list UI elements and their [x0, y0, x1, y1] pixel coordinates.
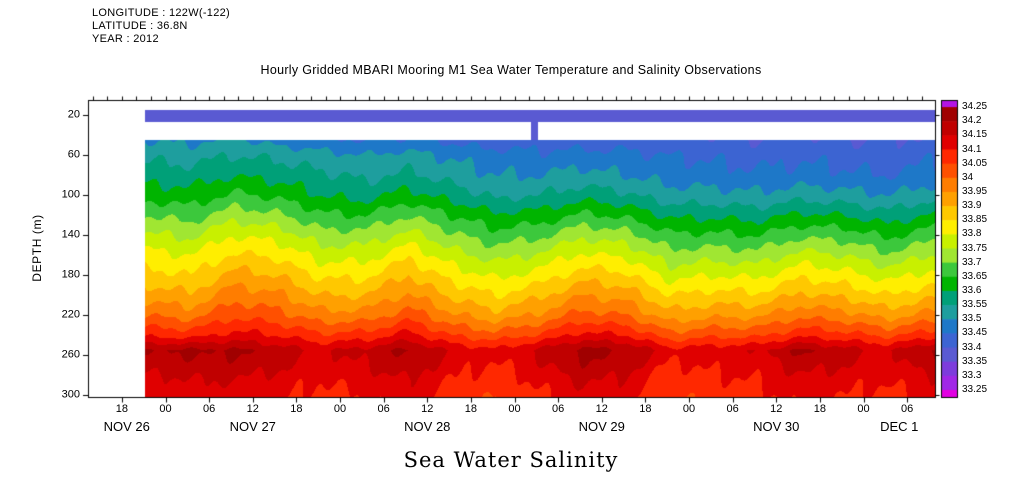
- x-hour-tick-label: 18: [813, 403, 826, 415]
- colorbar-tick-label: 33.75: [962, 242, 988, 254]
- x-hour-tick-label: 00: [333, 403, 347, 415]
- longitude-label: LONGITUDE : 122W(-122): [92, 7, 231, 19]
- salinity-axis-label: Sea Water Salinity: [403, 448, 619, 472]
- x-date-label: NOV 26: [103, 419, 150, 434]
- colorbar-tick-label: 34.1: [962, 143, 982, 155]
- x-hour-tick-label: 12: [421, 403, 434, 415]
- x-date-label: NOV 27: [229, 419, 276, 434]
- x-hour-tick-label: 00: [508, 403, 521, 415]
- colorbar-tick-label: 33.25: [962, 383, 988, 395]
- x-hour-tick-label: 12: [246, 403, 259, 415]
- x-hour-tick-label: 18: [639, 403, 652, 415]
- colorbar-tick-label: 33.5: [962, 313, 982, 325]
- x-hour-tick-label: 06: [901, 403, 914, 415]
- year-label: YEAR : 2012: [92, 33, 159, 45]
- colorbar-tick-label: 33.45: [962, 327, 988, 339]
- y-tick-label: 60: [67, 148, 80, 161]
- colorbar-tick-label: 33.9: [962, 200, 982, 212]
- x-hour-tick-label: 06: [203, 403, 216, 415]
- x-hour-tick-label: 00: [159, 403, 172, 415]
- latitude-label: LATITUDE : 36.8N: [92, 20, 188, 32]
- depth-axis-label: DEPTH (m): [30, 214, 44, 282]
- colorbar-tick-label: 33.35: [962, 355, 988, 367]
- colorbar-tick-label: 33.6: [962, 284, 982, 296]
- x-date-label: NOV 28: [404, 419, 451, 434]
- chart-title: Hourly Gridded MBARI Mooring M1 Sea Wate…: [260, 63, 762, 77]
- y-tick-label: 260: [61, 348, 80, 361]
- x-date-label: DEC 1: [880, 419, 919, 434]
- colorbar-tick-label: 33.4: [962, 341, 982, 353]
- colorbar-tick-label: 34.25: [962, 101, 988, 113]
- x-hour-tick-label: 06: [726, 403, 739, 415]
- y-tick-label: 180: [61, 268, 80, 281]
- y-tick-label: 300: [61, 388, 80, 401]
- colorbar-tick-label: 33.55: [962, 299, 988, 311]
- x-hour-tick-label: 12: [595, 403, 608, 415]
- x-date-label: NOV 30: [753, 419, 800, 434]
- x-date-label: NOV 29: [578, 419, 625, 434]
- x-hour-tick-label: 00: [682, 403, 696, 415]
- colorbar-tick-label: 34.05: [962, 157, 988, 169]
- x-hour-tick-label: 06: [552, 403, 565, 415]
- y-tick-label: 220: [61, 308, 80, 321]
- y-tick-label: 20: [67, 108, 80, 121]
- colorbar-tick-label: 33.65: [962, 270, 988, 282]
- colorbar-tick-label: 33.3: [962, 369, 982, 381]
- x-hour-tick-label: 18: [464, 403, 478, 415]
- colorbar-tick-label: 33.95: [962, 185, 988, 197]
- x-hour-tick-label: 06: [377, 403, 390, 415]
- colorbar-tick-label: 33.85: [962, 214, 988, 226]
- y-tick-label: 100: [61, 188, 80, 201]
- x-hour-tick-label: 12: [770, 403, 783, 415]
- colorbar-tick-label: 33.8: [962, 228, 982, 240]
- x-hour-tick-label: 18: [115, 403, 129, 415]
- colorbar-tick-label: 33.7: [962, 256, 982, 268]
- colorbar-tick-label: 34.2: [962, 115, 982, 127]
- x-hour-tick-label: 00: [857, 403, 870, 415]
- colorbar-tick-label: 34.15: [962, 129, 988, 141]
- y-tick-label: 140: [61, 228, 80, 241]
- x-hour-tick-label: 18: [290, 403, 303, 415]
- colorbar-tick-label: 34: [962, 171, 974, 183]
